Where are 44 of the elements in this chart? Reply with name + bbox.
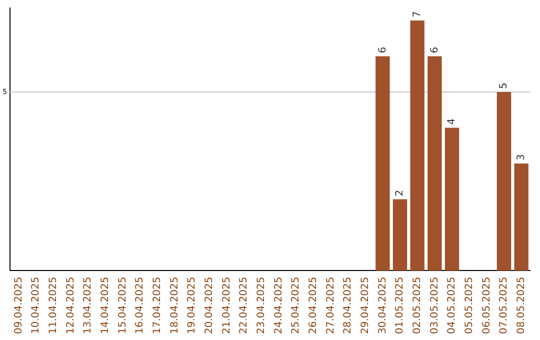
x-tick-label: 28.04.2025 (342, 276, 354, 334)
x-tick-label: 12.04.2025 (65, 276, 76, 334)
x-tick-label: 23.04.2025 (256, 276, 267, 334)
data-label: 4 (446, 118, 458, 125)
x-tick-label: 14.04.2025 (100, 276, 111, 334)
x-tick-label: 16.04.2025 (134, 276, 146, 334)
x-tick-label: 09.04.2025 (13, 276, 24, 334)
x-tick-label: 22.04.2025 (238, 276, 250, 334)
data-label: 3 (516, 154, 527, 160)
data-label: 6 (429, 46, 440, 54)
x-tick-label: 30.04.2025 (377, 276, 388, 334)
data-label: 7 (412, 11, 423, 18)
bar (410, 20, 424, 271)
x-tick-label: 08.05.2025 (516, 276, 527, 334)
x-tick-label: 04.05.2025 (446, 276, 458, 334)
x-tick-label: 24.04.2025 (273, 276, 284, 334)
x-tick-label: 25.04.2025 (290, 276, 302, 334)
x-tick-label: 01.05.2025 (394, 276, 406, 334)
bar (444, 128, 460, 271)
x-tick-label: 20.04.2025 (204, 276, 215, 334)
x-tick-label: 03.05.2025 (429, 276, 440, 334)
x-tick-label: 10.04.2025 (30, 276, 42, 334)
bar (376, 56, 390, 271)
data-label: 6 (377, 46, 388, 54)
bar (496, 92, 512, 271)
data-label: 2 (394, 190, 406, 196)
bar (514, 164, 528, 271)
x-tick-label: 21.04.2025 (221, 276, 232, 334)
x-tick-label: 29.04.2025 (360, 276, 371, 334)
x-tick-label: 05.05.2025 (464, 276, 475, 334)
bar (428, 56, 442, 271)
x-tick-label: 07.05.2025 (498, 276, 510, 334)
x-tick-label: 02.05.2025 (412, 276, 423, 334)
x-tick-label: 18.04.2025 (169, 276, 180, 334)
x-tick-label: 15.04.2025 (117, 276, 128, 334)
x-tick-label: 17.04.2025 (152, 276, 163, 334)
data-label: 5 (498, 82, 510, 90)
x-tick-label: 27.04.2025 (325, 276, 336, 334)
x-tick-label: 26.04.2025 (308, 276, 319, 334)
x-tick-label: 11.04.2025 (48, 276, 59, 334)
x-tick-label: 19.04.2025 (186, 276, 198, 334)
x-tick-label: 06.05.2025 (481, 276, 492, 334)
bar (392, 199, 408, 271)
x-tick-label: 13.04.2025 (82, 276, 94, 334)
